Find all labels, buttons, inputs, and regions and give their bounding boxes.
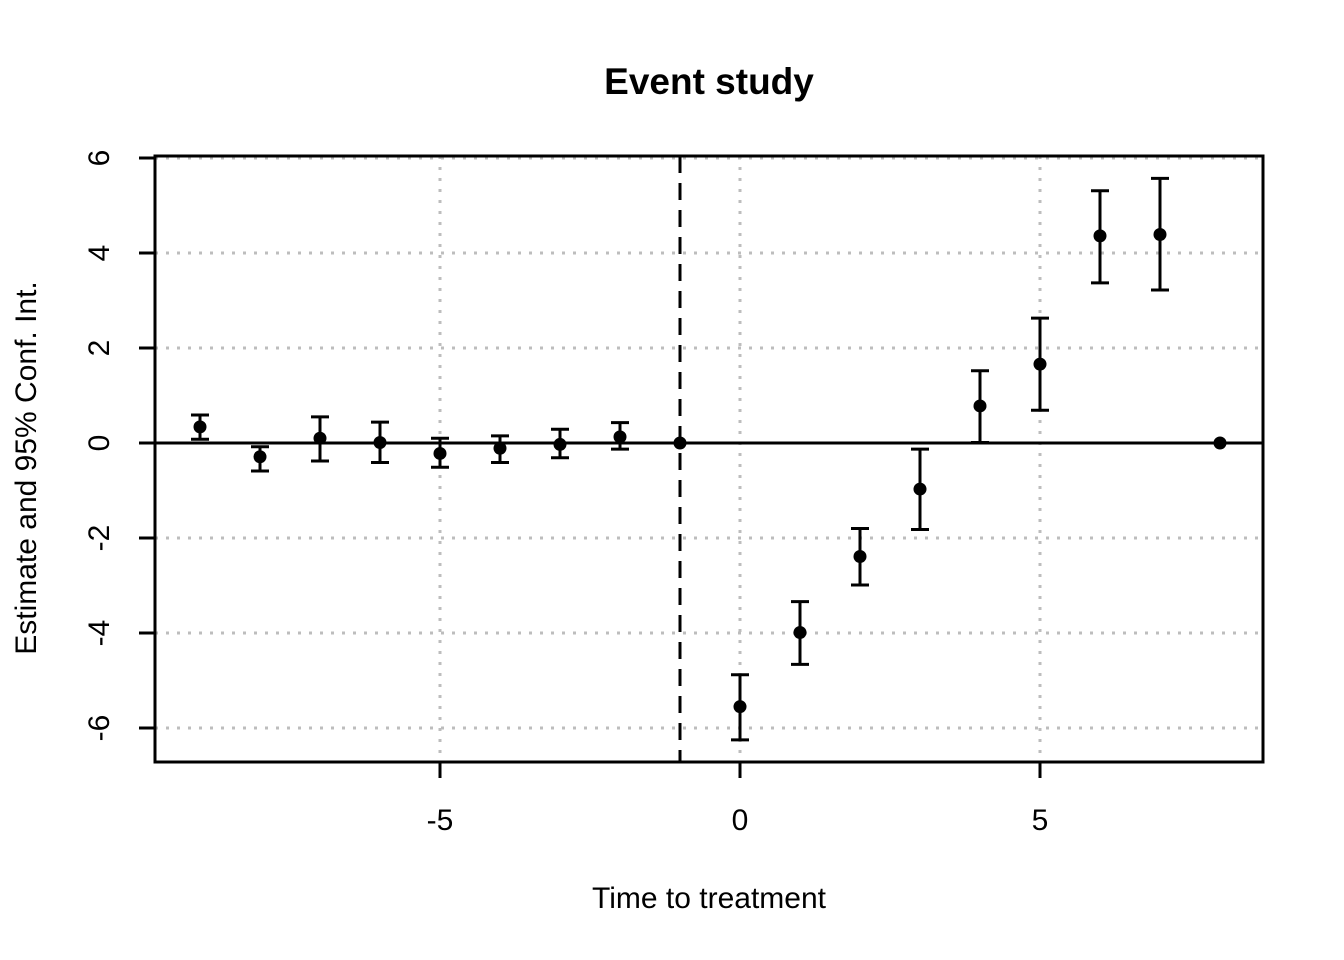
estimate-point <box>373 436 387 450</box>
estimate-point <box>733 700 747 714</box>
estimate-point <box>853 550 867 564</box>
estimate-point <box>253 450 267 464</box>
estimate-point <box>673 436 687 450</box>
y-tick-label: 2 <box>83 340 116 357</box>
estimate-with-ci <box>971 369 989 445</box>
estimate-point <box>193 420 207 434</box>
estimate-with-ci <box>251 445 269 473</box>
x-tick-label: 0 <box>732 804 749 837</box>
estimate-with-ci <box>551 427 569 460</box>
estimate-point <box>1153 227 1167 241</box>
estimate-point <box>493 441 507 455</box>
grid-layer <box>155 156 1263 762</box>
estimate-point <box>913 482 927 496</box>
estimate-with-ci <box>731 673 749 742</box>
estimate-with-ci <box>1151 176 1169 292</box>
y-tick-label: 6 <box>83 150 116 167</box>
data-layer <box>191 176 1227 742</box>
plot-frame-layer <box>153 154 1265 764</box>
estimate-with-ci <box>673 436 687 450</box>
estimate-with-ci <box>851 527 869 587</box>
y-tick-label: -6 <box>83 715 116 742</box>
x-axis-label: Time to treatment <box>592 882 827 915</box>
estimate-with-ci <box>1091 189 1109 285</box>
x-tick-label: -5 <box>427 804 454 837</box>
tick-labels-layer: -5 0 5 -6 -4 -2 0 2 4 6 <box>83 150 1048 837</box>
estimate-with-ci <box>431 436 449 469</box>
estimate-with-ci <box>911 447 929 531</box>
estimate-with-ci <box>491 434 509 464</box>
estimate-with-ci <box>1213 436 1227 450</box>
estimate-point <box>313 431 327 445</box>
y-tick-label: 0 <box>83 435 116 452</box>
estimate-point <box>1033 357 1047 371</box>
estimate-point <box>433 446 447 460</box>
estimate-with-ci <box>791 600 809 666</box>
estimate-point <box>553 437 567 451</box>
estimate-with-ci <box>611 421 629 451</box>
estimate-point <box>1213 436 1227 450</box>
x-tick-label: 5 <box>1032 804 1049 837</box>
y-axis-label: Estimate and 95% Conf. Int. <box>10 281 43 655</box>
estimate-point <box>613 430 627 444</box>
reference-lines-layer <box>155 156 1263 762</box>
estimate-with-ci <box>311 415 329 463</box>
estimate-point <box>1093 229 1107 243</box>
y-tick-label: 4 <box>83 245 116 262</box>
y-tick-label: -2 <box>83 525 116 552</box>
estimate-with-ci <box>191 413 209 441</box>
estimate-with-ci <box>1031 316 1049 412</box>
y-tick-label: -4 <box>83 620 116 647</box>
plot-box <box>153 154 1265 764</box>
axis-ticks-layer <box>139 156 1042 778</box>
chart-title: Event study <box>604 61 814 102</box>
estimate-point <box>973 399 987 413</box>
estimate-with-ci <box>371 420 389 464</box>
estimate-point <box>793 626 807 640</box>
